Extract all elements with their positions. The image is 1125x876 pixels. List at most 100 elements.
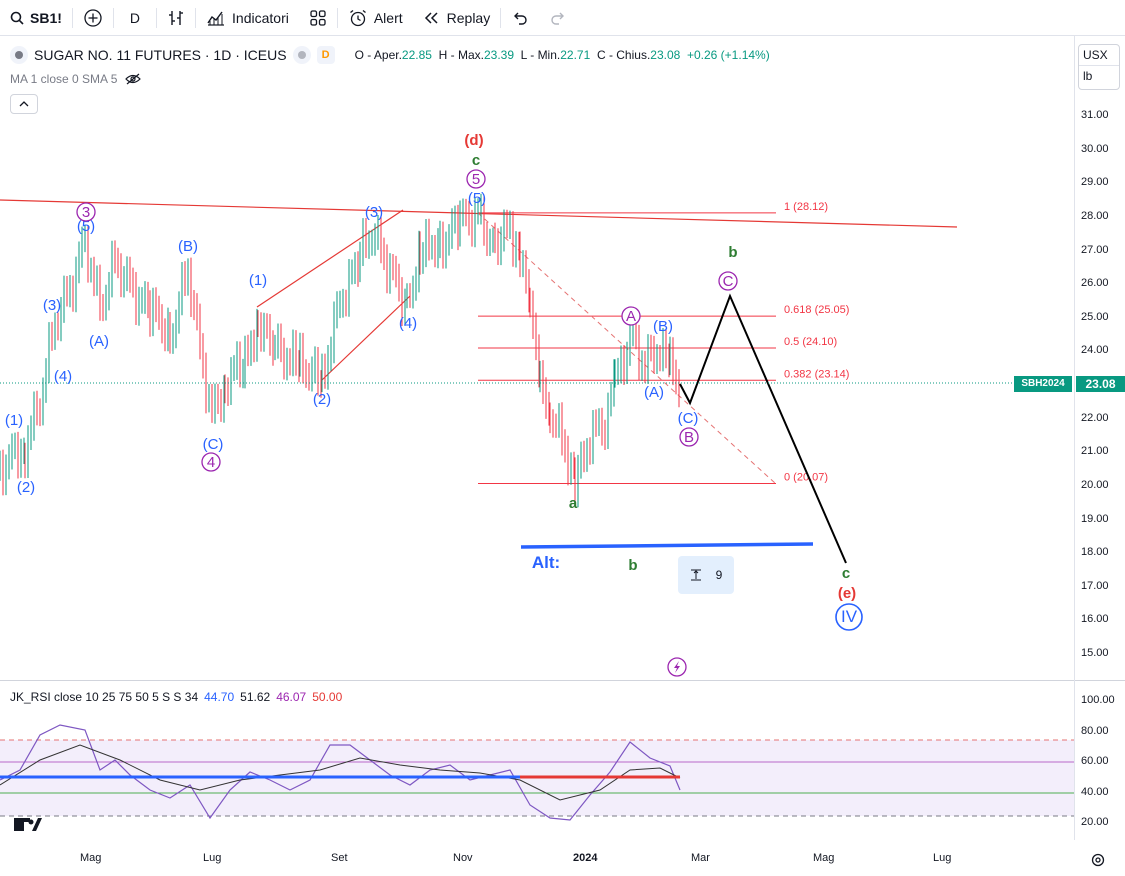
wave-label[interactable]: (5) [468, 190, 486, 207]
wave-circle [201, 452, 221, 472]
wave-circle [76, 202, 96, 222]
indicators-icon [207, 11, 225, 26]
price-tick-label: 31.00 [1081, 109, 1109, 121]
wave-label[interactable]: (1) [249, 272, 267, 289]
symbol-price-tag: SBH2024 [1014, 376, 1072, 392]
fib-retracement[interactable]: 1 (28.12) 0.618 (25.05) 0.5 (24.10) 0.382 (… [478, 201, 849, 485]
price-tick-label: 27.00 [1081, 243, 1109, 256]
ma-legend[interactable]: MA 1 close 0 SMA 5 [10, 72, 142, 86]
compare-button[interactable] [73, 0, 113, 36]
price-tick-label: 22.00 [1081, 411, 1109, 424]
eye-hidden-icon[interactable] [125, 73, 142, 85]
axis-settings-button[interactable] [1090, 852, 1110, 872]
wave-label[interactable]: (e) [838, 585, 856, 602]
last-price-tag: 23.08 [1076, 376, 1125, 392]
wave-label[interactable]: A [626, 308, 636, 325]
wave-label[interactable]: (4) [399, 315, 417, 332]
wave-circle [621, 306, 641, 326]
alert-button[interactable]: Alert [338, 0, 413, 36]
wave-label[interactable]: c [842, 565, 850, 582]
wave-label[interactable]: (A) [89, 333, 109, 350]
alt-support-line[interactable] [520, 542, 814, 549]
price-tick-label: 28.00 [1081, 209, 1109, 222]
lightning-icon[interactable] [667, 657, 687, 677]
open-label: O - Aper. [354, 48, 402, 62]
delayed-badge[interactable]: D [316, 46, 335, 64]
price-tick-label: 21.00 [1081, 445, 1109, 458]
price-axis[interactable]: 31.00 30.00 29.00 28.00 27.00 26.00 25.00 24.00… [1074, 36, 1125, 840]
ma-label: MA 1 close 0 SMA 5 [10, 72, 118, 86]
fib-level-label: 1 (28.12) [784, 201, 828, 213]
wave-label[interactable]: a [569, 495, 578, 512]
wave-label[interactable]: Alt: [532, 553, 560, 572]
price-tick-label: 30.00 [1081, 142, 1109, 155]
currency-unit-selector[interactable]: USX lb [1078, 44, 1120, 90]
price-tick-label: 24.00 [1081, 344, 1109, 357]
replay-button[interactable]: Replay [413, 0, 501, 36]
wave-label[interactable]: IV [841, 607, 858, 626]
wave-label[interactable]: (C) [203, 436, 224, 453]
chart-legend: SUGAR NO. 11 FUTURES · 1D · ICEUS D O - … [10, 46, 770, 64]
change-value: +0.26 (+1.14%) [686, 48, 770, 62]
symbol-title[interactable]: SUGAR NO. 11 FUTURES · 1D · ICEUS [34, 47, 287, 63]
projection-path[interactable] [679, 293, 847, 564]
wave-label[interactable]: (1) [5, 412, 23, 429]
wave-label[interactable]: B [684, 429, 694, 446]
interval-button[interactable]: D [114, 0, 156, 36]
wave-label[interactable]: (2) [17, 479, 35, 496]
wave-label[interactable]: (A) [644, 384, 664, 401]
wave-label[interactable]: (C) [678, 410, 699, 427]
replay-label: Replay [446, 9, 491, 26]
indicators-button[interactable]: Indicatori [196, 0, 299, 36]
time-axis[interactable]: Mag Lug Set Nov 2024 Mar Mag Lug [0, 846, 1074, 876]
tradingview-logo [14, 818, 42, 831]
wave-label[interactable]: b [728, 244, 737, 261]
search-icon [10, 11, 24, 25]
wave-circle [679, 427, 699, 447]
rsi-legend[interactable]: JK_RSI close 10 25 75 50 5 S S 34 44.70 … [10, 690, 342, 704]
price-tick-label: 19.00 [1081, 512, 1109, 525]
open-value: 22.85 [401, 48, 432, 62]
currency-label: USX [1083, 48, 1108, 62]
bar-chart-type-icon [169, 10, 184, 25]
measure-tool-label[interactable]: 9 [678, 556, 734, 594]
wave-label[interactable]: (4) [54, 368, 72, 385]
interval-label: D [129, 9, 141, 26]
wave-label[interactable]: 5 [472, 171, 480, 188]
channel-upper-line[interactable] [256, 209, 404, 308]
pane-divider[interactable] [0, 680, 1125, 681]
chart-type-button[interactable] [157, 0, 195, 36]
wave-label[interactable]: (5) [77, 218, 95, 235]
wave-label[interactable]: 4 [207, 454, 215, 471]
wave-label[interactable]: 3 [82, 204, 90, 221]
price-tick-label: 29.00 [1081, 176, 1109, 189]
unit-label: lb [1079, 65, 1119, 86]
wave-label[interactable]: (3) [365, 204, 383, 221]
undo-button[interactable] [501, 0, 539, 36]
wave-label[interactable]: (d) [464, 132, 483, 149]
measure-value: 9 [715, 568, 723, 582]
close-value: 23.08 [650, 48, 681, 62]
wave-label[interactable]: (3) [43, 297, 61, 314]
redo-button[interactable] [539, 0, 577, 36]
channel-lower-line[interactable] [321, 295, 411, 381]
price-chart[interactable]: 1 (28.12) 0.618 (25.05) 0.5 (24.10) 0.382 (… [0, 36, 1074, 840]
wave-label[interactable]: (B) [653, 318, 673, 335]
time-tick-label: Lug [933, 852, 952, 864]
fib-level-label: 0.618 (25.05) [784, 304, 849, 316]
time-tick-label: Nov [453, 852, 473, 864]
wave-label[interactable]: (2) [313, 391, 331, 408]
time-tick-label: 2024 [573, 852, 598, 864]
legend-collapse-button[interactable] [10, 94, 38, 114]
rsi-tick-label: 100.00 [1081, 694, 1115, 706]
wave-label[interactable]: (B) [178, 238, 198, 255]
wave-label[interactable]: c [472, 152, 480, 169]
plus-circle-icon [84, 8, 102, 27]
wave-label[interactable]: C [723, 273, 734, 290]
wave-label[interactable]: b [628, 557, 637, 574]
layouts-button[interactable] [299, 0, 337, 36]
rsi-name: JK_RSI close 10 25 75 50 5 S S 34 [10, 690, 199, 704]
alert-label: Alert [373, 9, 403, 26]
symbol-search-button[interactable]: SB1! [0, 0, 72, 36]
wave-circle [718, 271, 738, 291]
